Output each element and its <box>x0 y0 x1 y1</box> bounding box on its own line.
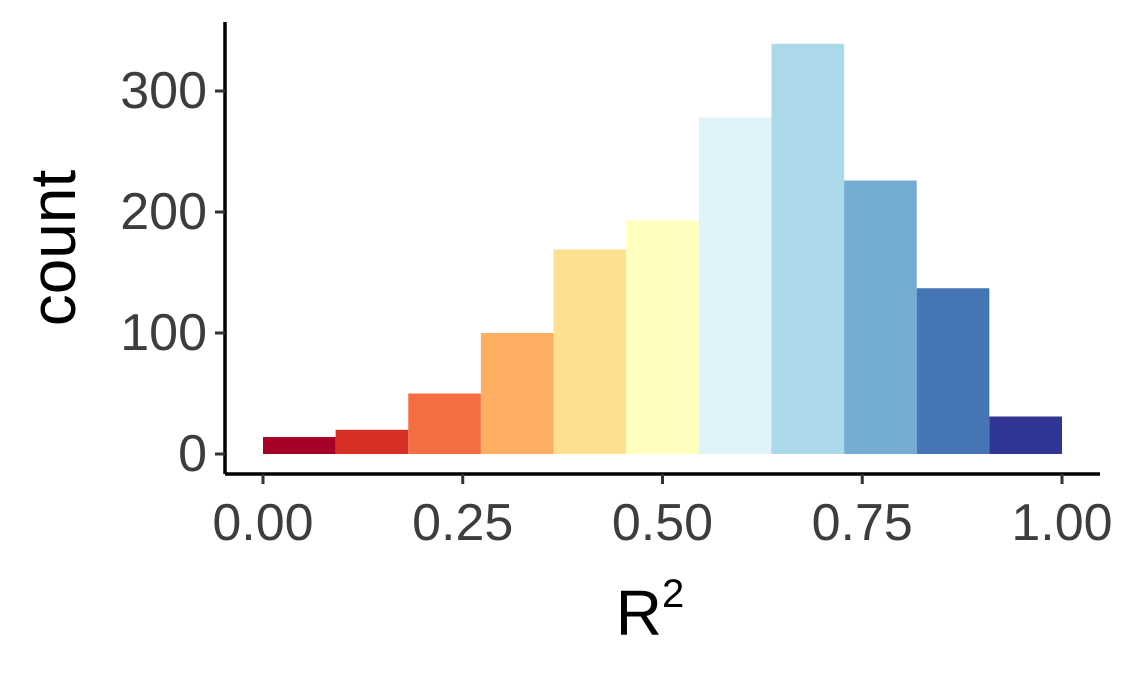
histogram-bar-2 <box>335 429 409 454</box>
x-tick-label: 0.25 <box>412 494 513 552</box>
histogram-bar-7 <box>698 117 772 455</box>
y-tick-label: 200 <box>120 183 207 241</box>
histogram-bar-4 <box>480 333 554 454</box>
y-axis-title: count <box>17 170 89 327</box>
x-tick-label: 0.50 <box>612 494 713 552</box>
x-tick-label: 1.00 <box>1011 494 1112 552</box>
histogram-bar-11 <box>989 416 1062 454</box>
histogram-bar-3 <box>408 393 481 454</box>
y-tick-label: 100 <box>120 304 207 362</box>
histogram-bars <box>263 43 1062 455</box>
histogram-bar-6 <box>626 220 699 454</box>
histogram-bar-9 <box>844 180 917 455</box>
x-axis-title-superscript: 2 <box>662 572 684 616</box>
x-axis-title: R2 <box>616 572 684 649</box>
histogram-bar-10 <box>916 288 990 454</box>
y-tick-label: 0 <box>178 425 207 483</box>
x-axis-title-main: R <box>616 577 662 649</box>
histogram-bar-5 <box>553 249 627 454</box>
x-tick-label: 0.75 <box>812 494 913 552</box>
x-tick-label: 0.00 <box>212 494 313 552</box>
y-axis: 0 100 200 300 <box>120 22 227 483</box>
histogram-bar-8 <box>771 43 845 455</box>
histogram-bar-1 <box>263 437 336 454</box>
y-tick-label: 300 <box>120 62 207 120</box>
x-axis: 0.00 0.25 0.50 0.75 1.00 <box>212 472 1113 552</box>
